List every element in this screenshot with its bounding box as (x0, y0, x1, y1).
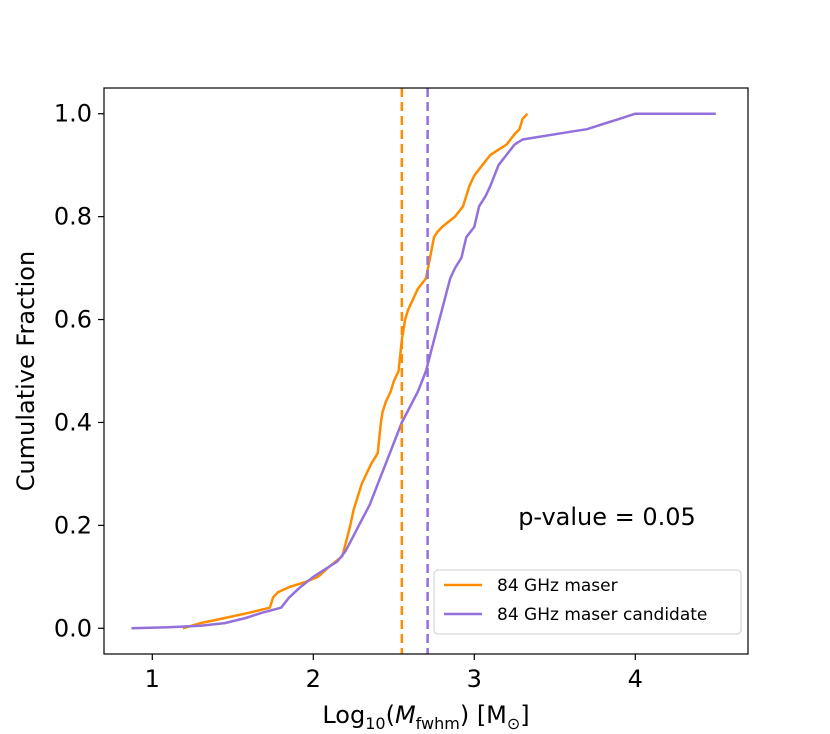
y-axis-label: Cumulative Fraction (12, 251, 40, 491)
legend: 84 GHz maser 84 GHz maser candidate (433, 569, 742, 635)
y-axis: 0.0 0.2 0.4 0.6 0.8 1.0 (54, 100, 104, 642)
series-layer (131, 112, 716, 630)
y-tick-label: 0.6 (54, 306, 92, 334)
y-tick-label: 1.0 (54, 100, 92, 128)
y-tick-label: 0.2 (54, 511, 92, 539)
vline-layer (400, 88, 429, 654)
y-tick-label: 0.0 (54, 614, 92, 642)
y-tick-label: 0.4 (54, 408, 92, 436)
annotation-pvalue: p-value = 0.05 (518, 503, 696, 531)
legend-frame (433, 569, 742, 635)
series-line-candidate (131, 112, 716, 630)
x-axis-label: Log10(Mfwhm) [M⊙] (322, 701, 529, 733)
x-tick-label: 1 (145, 665, 160, 693)
legend-label-candidate: 84 GHz maser candidate (497, 605, 707, 625)
series-line-maser (182, 112, 529, 630)
x-tick-label: 3 (467, 665, 482, 693)
plot-frame (103, 87, 749, 655)
x-tick-label: 2 (306, 665, 321, 693)
x-tick-label: 4 (628, 665, 643, 693)
x-axis: 1 2 3 4 (145, 654, 643, 693)
y-tick-label: 0.8 (54, 203, 92, 231)
legend-label-maser: 84 GHz maser (497, 576, 618, 596)
